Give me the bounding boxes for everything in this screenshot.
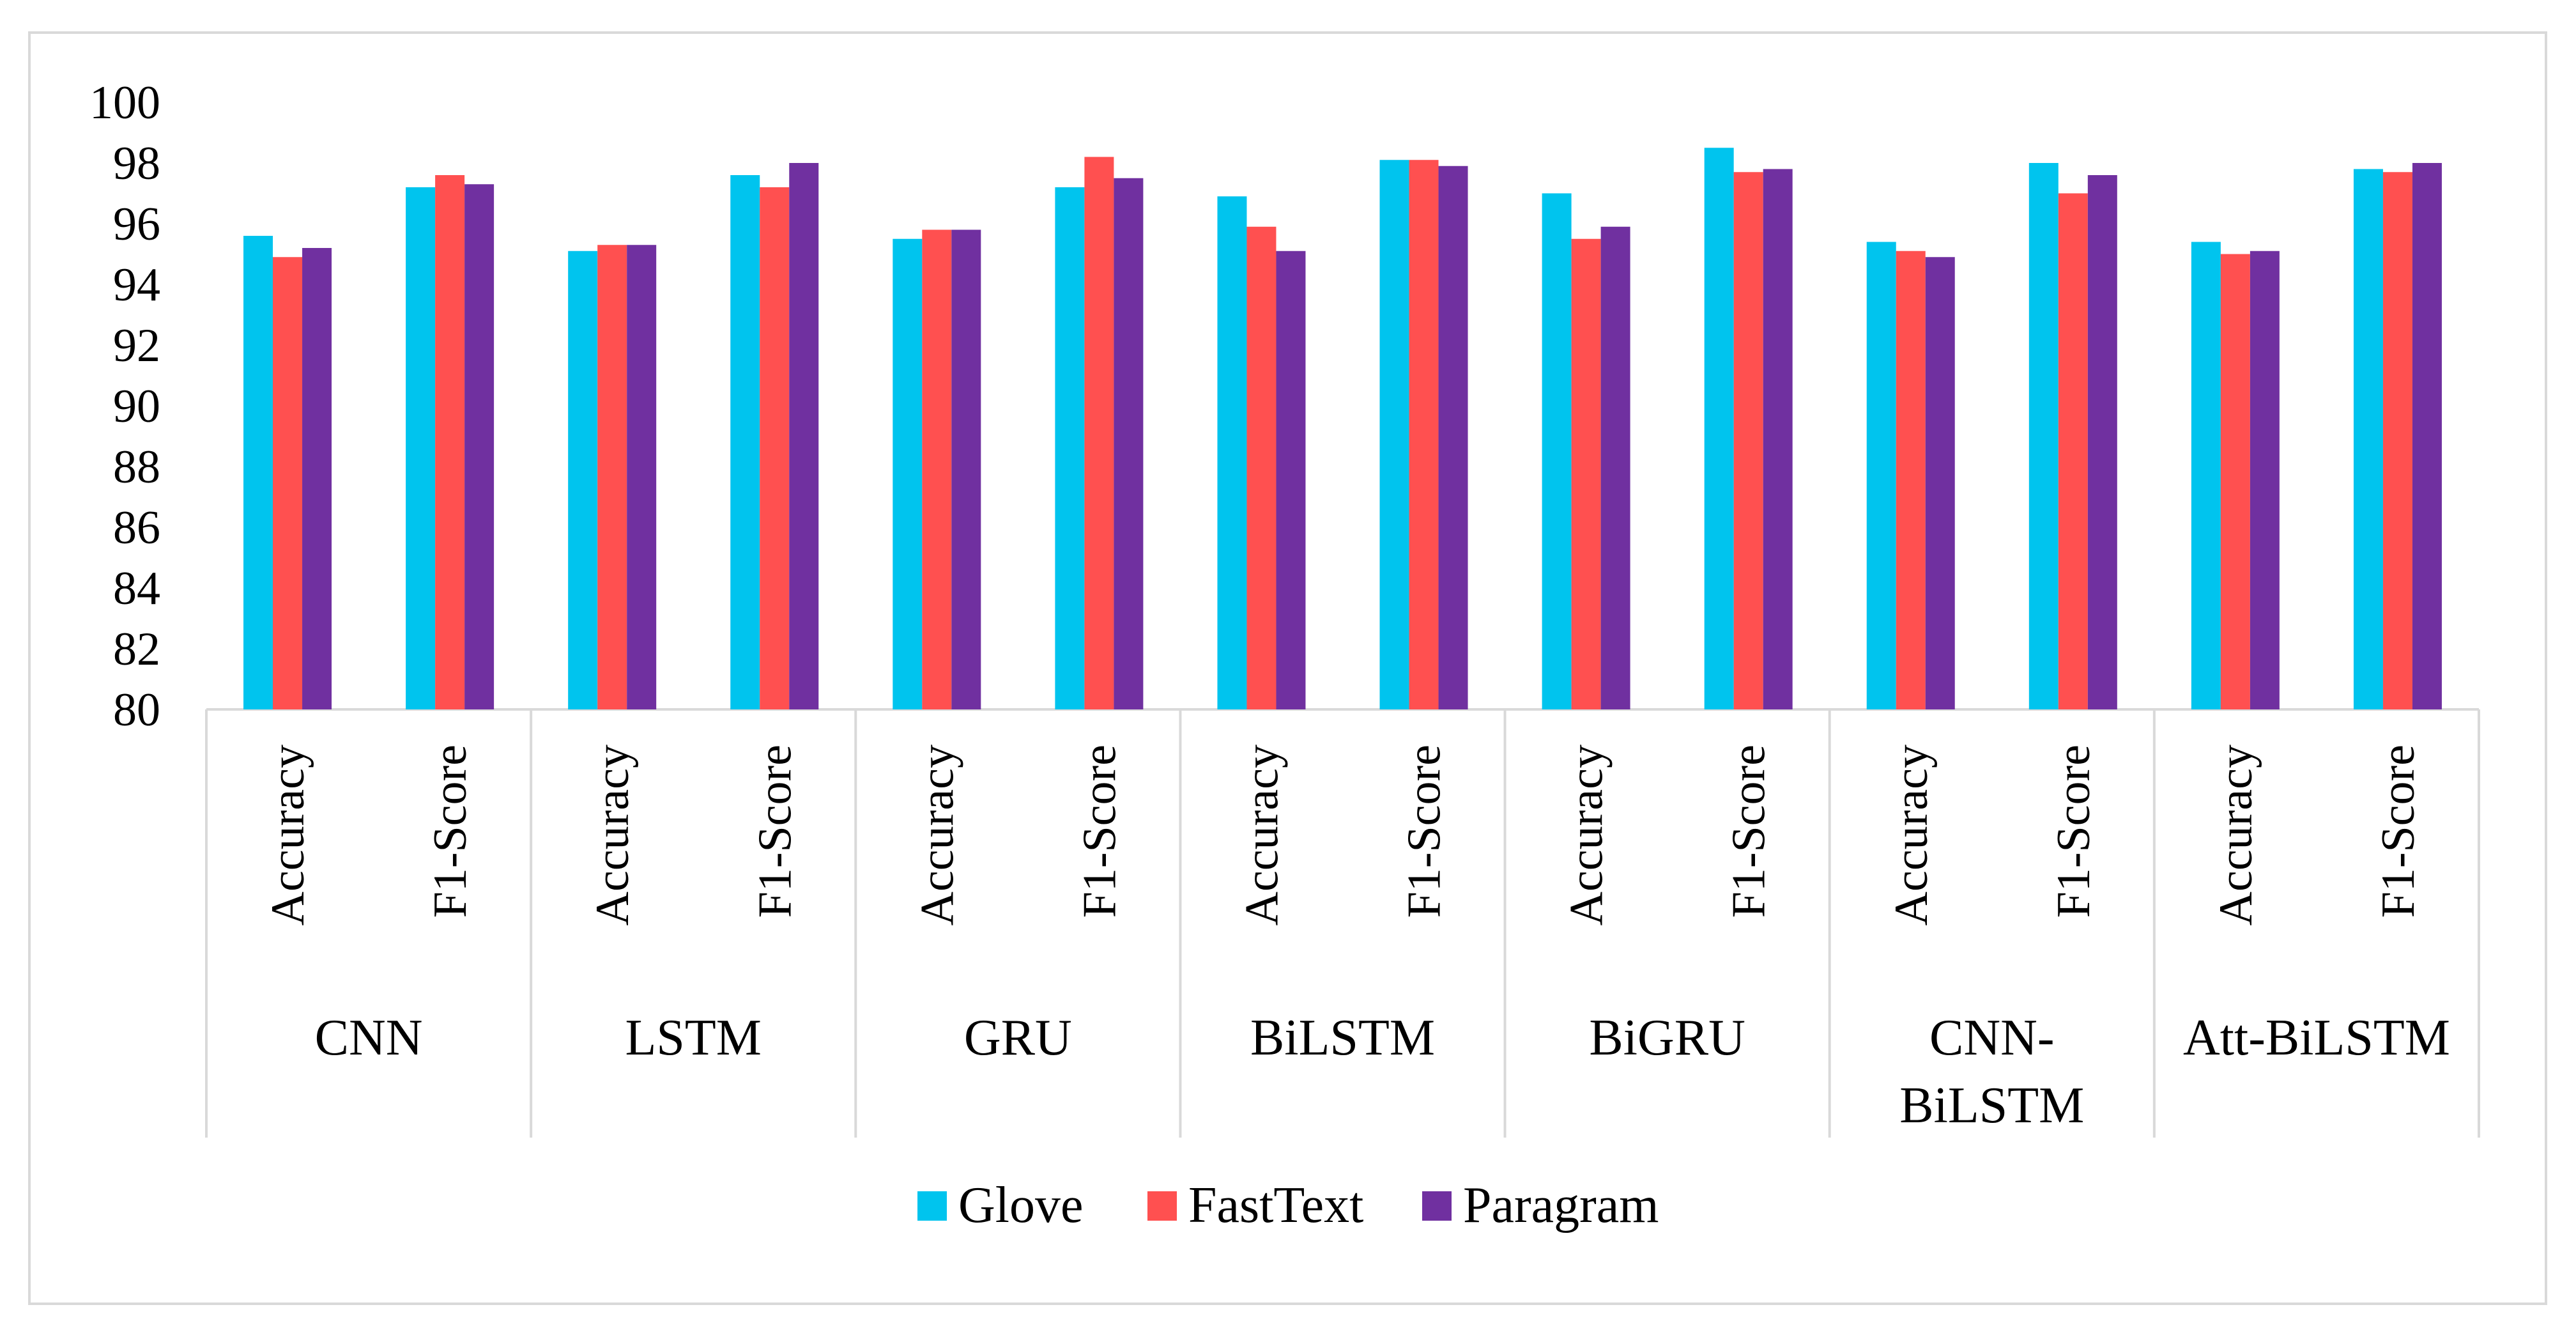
y-tick-label: 98 xyxy=(113,137,160,190)
bar-fasttext-cnn-bilstm-f1-score xyxy=(2058,193,2088,709)
bar-glove-att-bilstm-f1-score xyxy=(2353,169,2383,709)
bar-paragram-bilstm-f1-score xyxy=(1438,166,1468,709)
group-label: BiLSTM xyxy=(1250,1010,1435,1066)
y-tick-label: 82 xyxy=(113,623,160,676)
bar-glove-bigru-f1-score xyxy=(1704,148,1734,709)
bar-fasttext-bigru-accuracy xyxy=(1571,238,1601,709)
metric-label: Accuracy xyxy=(1561,745,1613,925)
bar-glove-cnn-bilstm-f1-score xyxy=(2028,163,2058,709)
bar-glove-lstm-accuracy xyxy=(568,251,598,709)
legend-swatch-fasttext xyxy=(1147,1191,1177,1221)
bar-fasttext-att-bilstm-accuracy xyxy=(2220,254,2250,709)
chart-bars xyxy=(243,148,2442,709)
bar-paragram-att-bilstm-f1-score xyxy=(2412,163,2442,709)
bar-glove-cnn-f1-score xyxy=(406,187,436,709)
bar-fasttext-bilstm-accuracy xyxy=(1246,226,1276,709)
bar-fasttext-lstm-f1-score xyxy=(760,187,790,709)
bar-fasttext-lstm-accuracy xyxy=(597,245,627,709)
bar-paragram-lstm-f1-score xyxy=(789,163,819,709)
bar-glove-bilstm-f1-score xyxy=(1379,160,1409,709)
bar-paragram-att-bilstm-accuracy xyxy=(2250,251,2280,709)
metric-label: Accuracy xyxy=(586,745,639,925)
bar-glove-bilstm-accuracy xyxy=(1217,196,1247,709)
bar-glove-lstm-f1-score xyxy=(730,175,760,709)
legend-swatch-paragram xyxy=(1422,1191,1452,1221)
group-label: BiLSTM xyxy=(1899,1078,2084,1134)
metric-label: F1-Score xyxy=(1723,745,1775,918)
chart-legend: Glove FastText Paragram xyxy=(917,1177,1659,1233)
bar-paragram-cnn-accuracy xyxy=(302,248,332,709)
group-label: GRU xyxy=(964,1010,1072,1066)
y-tick-label: 100 xyxy=(89,77,160,129)
y-axis-tick-labels: 80 82 84 86 88 90 92 94 96 98 100 xyxy=(89,77,160,736)
bar-paragram-bigru-accuracy xyxy=(1600,226,1630,709)
metric-label: F1-Score xyxy=(749,745,801,918)
metric-label: F1-Score xyxy=(1073,745,1126,918)
metric-label: F1-Score xyxy=(1399,745,1451,918)
metric-label: Accuracy xyxy=(1885,745,1938,925)
bar-fasttext-bilstm-f1-score xyxy=(1409,160,1439,709)
bar-paragram-lstm-accuracy xyxy=(627,245,657,709)
metric-label: Accuracy xyxy=(1236,745,1288,925)
bar-paragram-gru-accuracy xyxy=(951,229,981,709)
bar-fasttext-cnn-bilstm-accuracy xyxy=(1896,251,1926,709)
bar-paragram-gru-f1-score xyxy=(1114,178,1144,709)
metric-label: F1-Score xyxy=(2048,745,2100,918)
y-tick-label: 90 xyxy=(113,380,160,433)
bar-glove-gru-accuracy xyxy=(893,238,923,709)
legend-swatch-glove xyxy=(917,1191,947,1221)
bar-fasttext-cnn-accuracy xyxy=(273,257,303,709)
group-label: CNN xyxy=(315,1010,423,1066)
y-tick-label: 80 xyxy=(113,684,160,736)
y-tick-label: 92 xyxy=(113,320,160,372)
bar-paragram-cnn-bilstm-f1-score xyxy=(2087,175,2117,709)
legend-label-glove: Glove xyxy=(958,1177,1084,1233)
bar-fasttext-cnn-f1-score xyxy=(435,175,465,709)
group-label: LSTM xyxy=(625,1010,762,1066)
group-label: CNN- xyxy=(1929,1010,2055,1066)
metric-label: Accuracy xyxy=(2210,745,2262,925)
y-tick-label: 88 xyxy=(113,441,160,493)
bar-paragram-cnn-bilstm-accuracy xyxy=(1925,257,1955,709)
metric-label: F1-Score xyxy=(2372,745,2425,918)
chart-axes xyxy=(205,708,2480,1138)
bar-fasttext-att-bilstm-f1-score xyxy=(2382,172,2412,709)
legend-label-paragram: Paragram xyxy=(1463,1177,1659,1233)
bar-paragram-bilstm-accuracy xyxy=(1276,251,1306,709)
bar-fasttext-gru-f1-score xyxy=(1084,157,1114,709)
bar-glove-cnn-bilstm-accuracy xyxy=(1866,242,1896,709)
bar-glove-cnn-accuracy xyxy=(243,236,273,709)
group-label: Att-BiLSTM xyxy=(2183,1010,2450,1066)
bar-paragram-bigru-f1-score xyxy=(1763,169,1793,709)
y-tick-label: 84 xyxy=(113,562,160,615)
bar-glove-att-bilstm-accuracy xyxy=(2191,242,2221,709)
bar-glove-bigru-accuracy xyxy=(1542,193,1572,709)
y-tick-label: 86 xyxy=(113,502,160,554)
bar-fasttext-bigru-f1-score xyxy=(1733,172,1763,709)
y-tick-label: 96 xyxy=(113,198,160,251)
metric-label: Accuracy xyxy=(911,745,963,925)
metric-label: Accuracy xyxy=(262,745,314,925)
legend-label-fasttext: FastText xyxy=(1188,1177,1363,1233)
bar-paragram-cnn-f1-score xyxy=(464,184,494,709)
x-axis-labels: Accuracy F1-Score Accuracy F1-Score Accuracy… xyxy=(262,745,2450,1134)
bar-glove-gru-f1-score xyxy=(1055,187,1085,709)
y-tick-label: 94 xyxy=(113,259,160,311)
group-label: BiGRU xyxy=(1589,1010,1745,1066)
metric-label: F1-Score xyxy=(424,745,477,918)
bar-fasttext-gru-accuracy xyxy=(922,229,952,709)
